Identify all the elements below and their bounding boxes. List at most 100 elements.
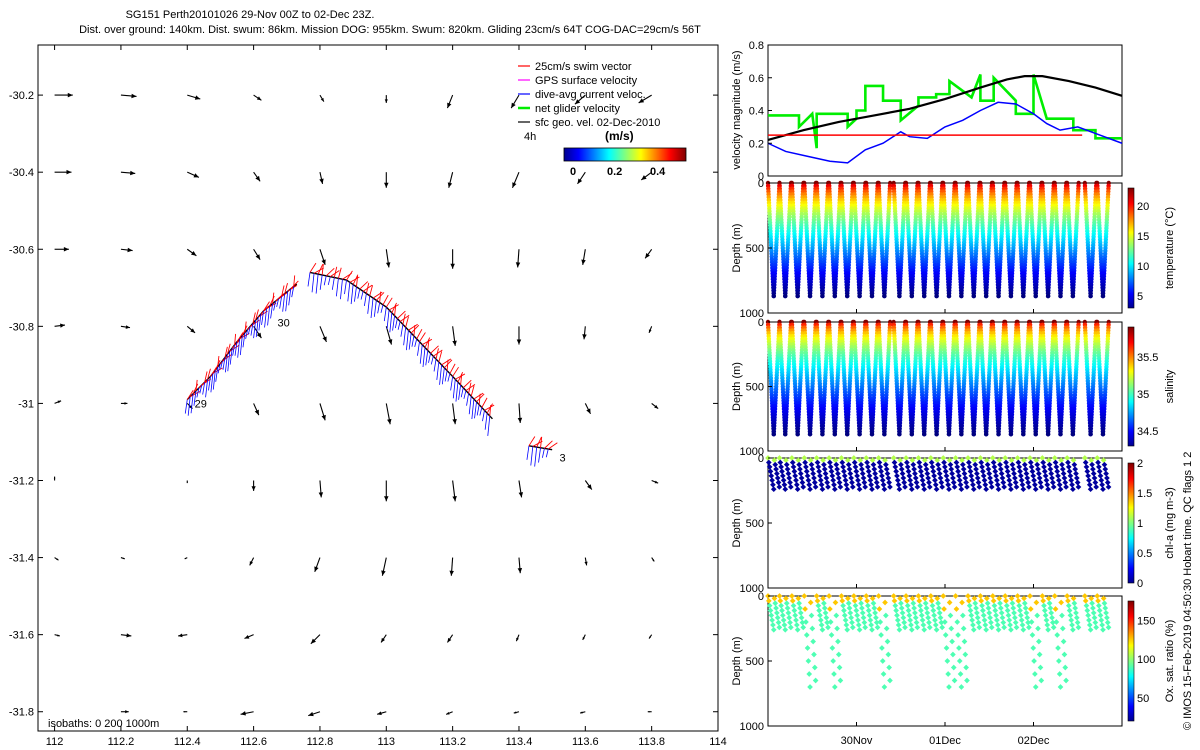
geo-vector [450,249,455,269]
geo-vector-head [321,414,326,421]
geo-vector-head [384,496,389,502]
swim-vector [195,379,198,391]
dac-vector [466,393,469,406]
geo-vector [377,711,387,716]
dac-vector [360,291,364,300]
section-point [1058,293,1063,299]
geo-vector-head [125,325,131,329]
geo-vector [244,634,254,640]
geo-vector [648,326,653,334]
geo-vector [319,403,326,421]
geo-vector [253,248,261,260]
map-ytick-label: -31.2 [9,475,34,487]
swim-vector [365,282,370,294]
swim-vector [397,310,406,319]
geo-vector-head [255,254,261,260]
dac-vector [347,282,351,302]
geo-vector-head [638,98,645,103]
geo-vector [385,326,393,345]
section-point [1100,293,1106,299]
geo-vector-head [184,557,187,559]
swim-vector [424,337,431,348]
swim-vector [548,442,558,450]
geo-vector [187,171,200,178]
swim-vector [528,436,536,447]
geo-vector [120,557,126,560]
velocity-panel: 00.20.40.60.8 velocity magnitude (m/s) [731,40,1123,183]
section-point [934,432,939,437]
dac-vector [417,341,420,356]
swim-vector [457,371,464,383]
colorbar-tick-label: 10 [1137,261,1149,273]
geo-vector [120,633,132,638]
map-ytick-label: -30.4 [9,167,34,179]
dac-vector [479,407,483,416]
swim-vector [473,392,484,400]
geo-vector [446,94,454,109]
dac-vector [285,291,289,312]
swim-vector [236,332,244,342]
dac-vector [441,367,445,385]
dac-vector [383,307,387,322]
dac-vector [389,312,393,333]
geo-vector [579,711,586,714]
geo-vector [54,400,62,404]
geo-vector [319,249,326,266]
section-point [857,293,862,299]
dac-vector [253,320,256,339]
dac-vector [455,382,459,402]
velocity-ytick-label: 0.6 [749,73,764,85]
geo-vector-head [515,262,521,268]
colorbar-tick-label: 5 [1137,291,1143,303]
geo-vector-head [452,340,457,346]
section-point [783,293,788,299]
geo-vector [647,710,652,713]
dac-vector [212,370,216,390]
section-ytick-label: 0 [758,178,764,190]
geo-vector-head [452,496,457,502]
map-ytick-label: -30.6 [9,244,34,256]
map-x-ticks: 112 112.2 112.4 112.6 112.8 113 113.2 113.4 113.… [46,45,727,748]
geo-vector [582,326,587,340]
geo-vector-head [513,711,517,714]
map-xtick-label: 112.2 [108,736,135,748]
section-point [1070,293,1076,299]
section-ytick-label: 500 [746,243,764,255]
swim-vector [478,393,481,405]
geo-vector [449,557,454,576]
geo-vector [651,479,659,484]
geo-vector-head [318,492,324,498]
geo-vector-head [125,710,129,714]
dac-vector [425,350,429,366]
dac-vector [463,390,467,399]
geo-vector-head [122,557,125,560]
dac-vector [202,382,206,395]
geo-vector [384,172,389,188]
section-point [946,432,952,437]
section-point [820,293,825,299]
dac-vector [530,446,534,466]
dac-vector [276,298,280,307]
swim-vector [210,366,217,377]
dac-vector [394,318,398,329]
speed-colorbar [563,147,687,162]
geo-vector [54,247,69,252]
legend-dac: dive-avg current veloc. [535,89,646,101]
map-xtick-label: 113.2 [439,736,466,748]
geo-vector-head [193,173,199,178]
swim-vector [540,436,543,448]
map-ytick-label: -30.2 [9,90,34,102]
map-xtick-label: 112.8 [307,736,334,748]
geo-vector [651,557,655,562]
swim-vector [252,312,256,324]
swim-vector [346,270,353,281]
map-ytick-label: -31.4 [9,553,34,565]
geo-vector-head [580,711,583,714]
map-xtick-label: 113.4 [506,736,533,748]
swim-vector [284,283,288,294]
dac-vector [196,387,200,398]
geo-vector [452,480,457,502]
dac-vector [184,399,188,414]
geo-vector-head [124,402,128,405]
